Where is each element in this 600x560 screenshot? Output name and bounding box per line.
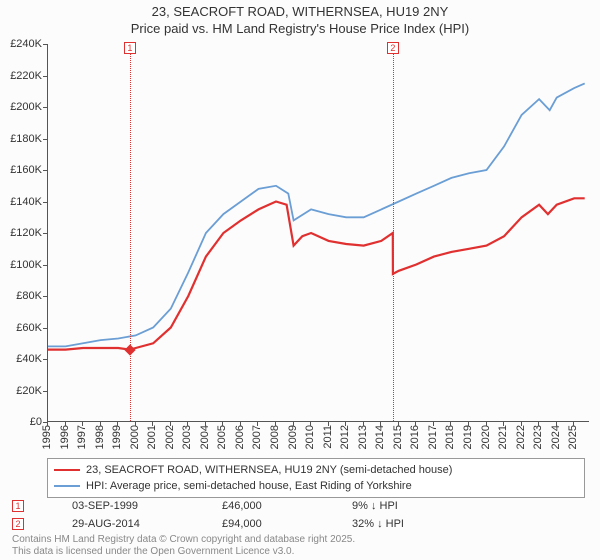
x-axis-tick-label: 1995: [41, 425, 53, 449]
event-marker-icon: 1: [12, 500, 24, 512]
x-axis-tick-label: 2013: [357, 425, 369, 449]
x-axis-tick-label: 2017: [427, 425, 439, 449]
series-line-hpi: [48, 83, 585, 346]
x-axis-tick-label: 2008: [269, 425, 281, 449]
x-axis-tick-label: 2016: [409, 425, 421, 449]
x-axis-tick-label: 2003: [181, 425, 193, 449]
x-axis-tick-label: 2024: [550, 425, 562, 449]
event-marker-icon: 2: [12, 518, 24, 530]
event-table: 1 03-SEP-1999 £46,000 9% ↓ HPI 2 29-AUG-…: [12, 497, 592, 533]
x-axis-tick-label: 1996: [59, 425, 71, 449]
x-axis-tick-label: 2010: [304, 425, 316, 449]
x-axis-tick-label: 2022: [515, 425, 527, 449]
y-axis-tick-label: £120K: [0, 227, 42, 239]
event-price: £46,000: [222, 500, 352, 512]
copyright-text: Contains HM Land Registry data © Crown c…: [12, 534, 355, 558]
x-axis-tick-label: 2018: [444, 425, 456, 449]
event-marker-box: 2: [387, 42, 399, 54]
x-axis-tick-label: 1997: [76, 425, 88, 449]
x-axis-tick-label: 2007: [251, 425, 263, 449]
x-axis-tick-label: 2021: [497, 425, 509, 449]
event-delta: 32% ↓ HPI: [352, 518, 482, 530]
title-line-2: Price paid vs. HM Land Registry's House …: [0, 21, 600, 38]
y-axis-tick-label: £240K: [0, 38, 42, 50]
x-axis-tick-label: 2012: [339, 425, 351, 449]
y-axis-tick-label: £200K: [0, 101, 42, 113]
y-axis-tick-label: £100K: [0, 259, 42, 271]
event-row: 1 03-SEP-1999 £46,000 9% ↓ HPI: [12, 497, 592, 515]
legend-item: 23, SEACROFT ROAD, WITHERNSEA, HU19 2NY …: [54, 462, 578, 478]
x-axis-tick-label: 2002: [164, 425, 176, 449]
x-axis-tick-label: 2001: [146, 425, 158, 449]
legend-label: 23, SEACROFT ROAD, WITHERNSEA, HU19 2NY …: [86, 464, 452, 476]
event-marker-box: 1: [124, 42, 136, 54]
x-axis-tick-label: 2020: [480, 425, 492, 449]
x-axis-tick-label: 2005: [216, 425, 228, 449]
chart-title: 23, SEACROFT ROAD, WITHERNSEA, HU19 2NY …: [0, 0, 600, 38]
legend-label: HPI: Average price, semi-detached house,…: [86, 480, 412, 492]
x-axis-tick-label: 2009: [287, 425, 299, 449]
copyright-line: Contains HM Land Registry data © Crown c…: [12, 534, 355, 546]
x-axis-tick-label: 2019: [462, 425, 474, 449]
y-axis-tick-label: £180K: [0, 133, 42, 145]
event-price: £94,000: [222, 518, 352, 530]
y-axis-tick-label: £220K: [0, 70, 42, 82]
x-axis-tick-label: 1998: [94, 425, 106, 449]
legend-box: 23, SEACROFT ROAD, WITHERNSEA, HU19 2NY …: [47, 458, 585, 498]
series-line-property: [48, 198, 585, 349]
y-axis-tick-label: £20K: [0, 385, 42, 397]
chart-plot-area: 12: [47, 44, 589, 422]
x-axis-tick-label: 2011: [322, 425, 334, 449]
x-axis-tick-label: 2004: [199, 425, 211, 449]
x-axis-tick-label: 2023: [532, 425, 544, 449]
event-date: 03-SEP-1999: [72, 500, 222, 512]
y-axis-tick-label: £0: [0, 416, 42, 428]
legend-item: HPI: Average price, semi-detached house,…: [54, 478, 578, 494]
y-axis-tick-label: £40K: [0, 353, 42, 365]
y-axis-tick-label: £60K: [0, 322, 42, 334]
legend-swatch: [54, 485, 80, 487]
x-axis-tick-label: 2014: [374, 425, 386, 449]
y-axis-tick-label: £140K: [0, 196, 42, 208]
x-axis-tick-label: 2025: [567, 425, 579, 449]
y-axis-tick-label: £160K: [0, 164, 42, 176]
x-axis-tick-label: 2015: [392, 425, 404, 449]
x-axis-tick-label: 2000: [129, 425, 141, 449]
event-vertical-line: [393, 44, 394, 421]
x-axis-tick-label: 2006: [234, 425, 246, 449]
event-date: 29-AUG-2014: [72, 518, 222, 530]
event-row: 2 29-AUG-2014 £94,000 32% ↓ HPI: [12, 515, 592, 533]
event-delta: 9% ↓ HPI: [352, 500, 482, 512]
title-line-1: 23, SEACROFT ROAD, WITHERNSEA, HU19 2NY: [0, 4, 600, 21]
legend-swatch: [54, 469, 80, 472]
event-vertical-line: [130, 44, 131, 421]
copyright-line: This data is licensed under the Open Gov…: [12, 546, 355, 558]
y-axis-tick-label: £80K: [0, 290, 42, 302]
x-axis-tick-label: 1999: [111, 425, 123, 449]
